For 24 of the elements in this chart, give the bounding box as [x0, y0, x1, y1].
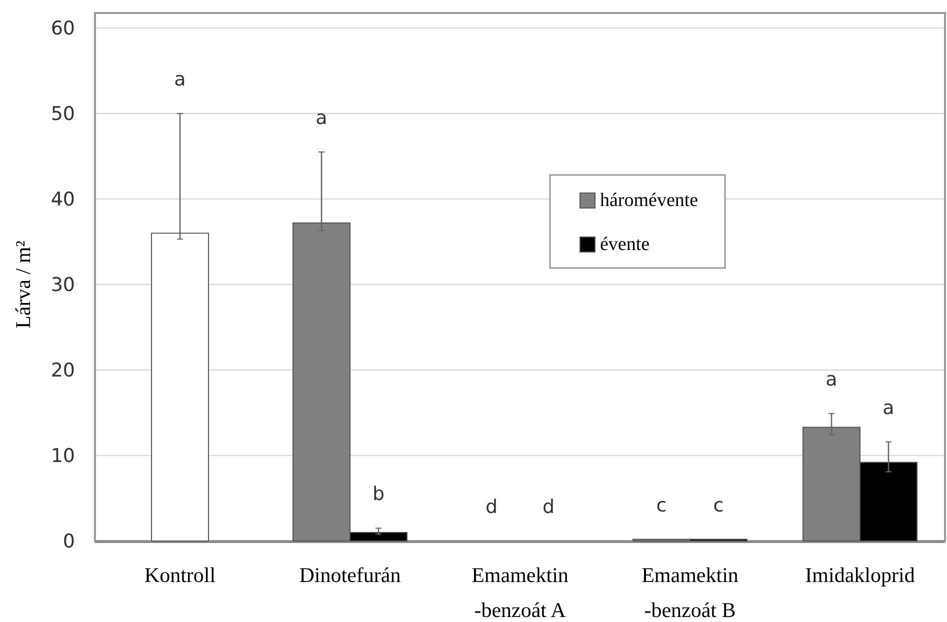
- legend-label: háromévente: [600, 190, 698, 211]
- legend-label: évente: [600, 234, 650, 255]
- y-tick-label: 0: [62, 530, 75, 553]
- annotation: a: [174, 68, 186, 90]
- annotation: d: [485, 496, 498, 518]
- annotation: c: [656, 494, 667, 516]
- annotation: b: [372, 483, 385, 506]
- x-tick-label: Dinotefurán: [299, 563, 402, 587]
- y-tick-label: 10: [50, 445, 75, 468]
- annotation: a: [316, 106, 328, 129]
- x-tick-label: Imidakloprid: [805, 563, 916, 587]
- x-tick-label: Emamektin -benzoát A: [472, 563, 569, 622]
- y-tick-label: 60: [50, 18, 75, 40]
- y-tick-label: 50: [50, 103, 75, 126]
- annotation: a: [882, 396, 894, 419]
- y-tick-label: 30: [50, 274, 75, 296]
- y-axis-title: Lárva / m²: [11, 240, 35, 328]
- x-tick-label: Emamektin -benzoát B: [642, 563, 739, 622]
- x-tick-label: Kontroll: [144, 563, 216, 587]
- y-tick-label: 40: [50, 188, 75, 211]
- annotation: d: [542, 496, 555, 518]
- annotation: a: [826, 368, 838, 391]
- annotation: c: [713, 494, 724, 516]
- y-tick-label: 20: [50, 360, 75, 382]
